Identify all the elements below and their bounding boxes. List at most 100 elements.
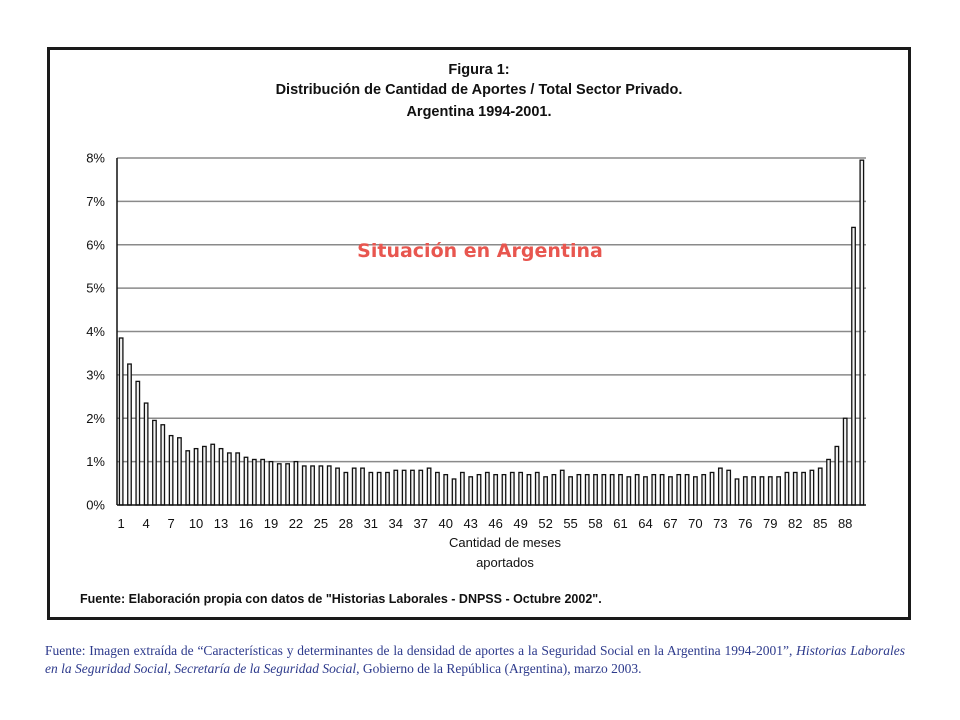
- x-tick-label: 40: [438, 516, 452, 531]
- x-tick-label: 55: [563, 516, 577, 531]
- bar: [701, 473, 707, 506]
- x-tick-label: 19: [264, 516, 278, 531]
- bar: [152, 419, 157, 506]
- bar: [676, 473, 682, 506]
- y-tick-label: 2%: [86, 411, 105, 426]
- x-tick-label: 10: [189, 516, 203, 531]
- bar: [293, 460, 299, 506]
- bar: [318, 465, 324, 506]
- bar: [643, 476, 648, 506]
- bar: [401, 469, 407, 506]
- bar: [742, 476, 748, 506]
- x-tick-label: 34: [389, 516, 403, 531]
- bar: [534, 471, 540, 506]
- bar: [842, 417, 848, 506]
- bar: [160, 424, 166, 506]
- x-tick-label: 22: [289, 516, 303, 531]
- x-tick-label: 88: [838, 516, 852, 531]
- bar: [618, 473, 623, 506]
- source-note-part2: , Gobierno de la República (Argentina), …: [356, 661, 642, 676]
- bar: [393, 469, 399, 506]
- bar: [235, 452, 241, 506]
- x-tick-label: 52: [538, 516, 552, 531]
- source-note-italic: Historias Laborales en la Seguridad Soci…: [45, 643, 905, 676]
- bar: [268, 460, 274, 506]
- y-tick-label: 1%: [86, 454, 105, 469]
- y-tick-label: 6%: [86, 237, 105, 252]
- bar: [859, 159, 865, 506]
- x-tick-label: 16: [239, 516, 253, 531]
- bar: [626, 476, 632, 506]
- source-note: Fuente: Imagen extraída de “Característi…: [45, 642, 905, 678]
- bar: [792, 471, 798, 506]
- bar: [210, 443, 216, 506]
- bar: [326, 465, 332, 506]
- x-tick-label: 13: [214, 516, 228, 531]
- bar: [734, 478, 740, 506]
- bar: [226, 452, 232, 506]
- bar: [784, 471, 790, 506]
- y-tick-label: 3%: [86, 367, 105, 382]
- x-tick-label: 1: [118, 516, 125, 531]
- bar: [692, 476, 698, 506]
- bar: [135, 380, 141, 506]
- bar: [551, 473, 557, 506]
- x-tick-label: 46: [488, 516, 502, 531]
- bar: [426, 467, 432, 506]
- bar: [717, 467, 723, 506]
- bar: [776, 476, 782, 506]
- bar: [310, 465, 315, 506]
- x-tick-label: 82: [788, 516, 802, 531]
- bar: [418, 469, 424, 506]
- x-tick-label: 31: [364, 516, 378, 531]
- y-tick-label: 7%: [86, 194, 105, 209]
- bar: [459, 471, 465, 506]
- bar: [301, 465, 307, 506]
- x-tick-label: 7: [167, 516, 174, 531]
- x-tick-label: 58: [588, 516, 602, 531]
- bar: [351, 467, 357, 506]
- bar: [759, 476, 765, 506]
- bar: [343, 471, 349, 506]
- chart-title: Distribución de Cantidad de Aportes / To…: [275, 82, 683, 98]
- bar: [634, 473, 640, 506]
- bar: [251, 458, 257, 506]
- bar: [809, 469, 815, 506]
- bar: [243, 456, 249, 506]
- bar: [543, 476, 548, 506]
- bar: [118, 337, 124, 506]
- bar: [834, 445, 840, 506]
- bar: [726, 469, 732, 506]
- bar: [684, 473, 690, 506]
- x-tick-label: 67: [663, 516, 677, 531]
- x-tick-label: 28: [339, 516, 353, 531]
- bar: [376, 471, 382, 506]
- bar: [668, 476, 673, 506]
- x-tick-label: 4: [143, 516, 150, 531]
- x-tick-label: 49: [513, 516, 527, 531]
- bar: [127, 363, 132, 506]
- overlay-title: Situación en Argentina: [357, 240, 603, 262]
- bar: [518, 471, 524, 506]
- x-tick-label: 73: [713, 516, 727, 531]
- bar: [568, 476, 573, 506]
- bar: [451, 478, 457, 506]
- x-axis-label-line2: aportados: [476, 555, 534, 570]
- bar: [767, 476, 773, 506]
- bar: [285, 463, 291, 506]
- bar: [709, 471, 715, 506]
- bar: [177, 437, 182, 506]
- bar: [443, 473, 449, 506]
- bar: [659, 473, 665, 506]
- bar: [576, 473, 582, 506]
- bar: [476, 473, 482, 506]
- bar: [143, 402, 149, 506]
- bar: [593, 473, 598, 506]
- bar: [559, 469, 565, 506]
- bar: [435, 471, 440, 506]
- bar: [801, 471, 806, 506]
- x-tick-label: 70: [688, 516, 702, 531]
- bar: [509, 471, 515, 506]
- bar: [651, 473, 657, 506]
